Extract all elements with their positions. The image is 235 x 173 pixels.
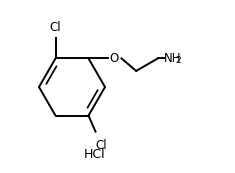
Text: NH: NH: [164, 52, 182, 65]
Text: HCl: HCl: [84, 148, 106, 162]
Text: O: O: [110, 52, 119, 65]
Text: Cl: Cl: [96, 139, 107, 152]
Text: Cl: Cl: [50, 21, 61, 34]
Text: 2: 2: [176, 56, 181, 65]
